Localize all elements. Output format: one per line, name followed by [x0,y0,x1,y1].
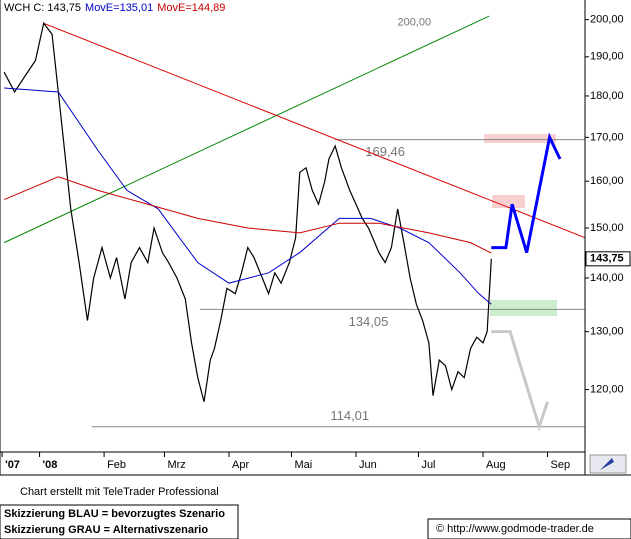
x-tick-label: Feb [107,459,126,471]
y-tick-label: 120,00 [590,384,624,396]
y-tick-label: 140,00 [590,272,624,284]
last-price-box [585,251,631,267]
scenario-line [491,330,549,432]
x-tick-label: '07 [5,459,20,471]
y-tick-label: 130,00 [590,326,624,338]
level-label: 169,46 [365,144,405,159]
tool-icon-glyph [600,458,614,470]
x-tick-label: Mrz [167,459,185,471]
trend-line [43,22,586,239]
support-zone [490,300,557,316]
moving-average [4,87,492,305]
y-tick-label: 150,00 [590,222,624,234]
x-tick-label: Jun [359,459,377,471]
source-box [427,518,631,539]
x-tick-label: Mai [294,459,312,471]
annotation: 200,00 [397,17,431,29]
x-tick-label: Sep [551,459,571,471]
y-tick-label: 160,00 [590,175,624,187]
y-tick-label: 170,00 [590,131,624,143]
x-tick-label: Apr [232,459,249,471]
y-tick-label: 190,00 [590,51,624,63]
header-item: MovE=144,89 [157,2,225,14]
legend-text: Skizzierung GRAU = Alternativszenario [4,524,208,536]
target-zone [484,134,556,143]
x-tick-label: Jul [421,459,435,471]
header-item: MovE=135,01 [85,2,153,14]
x-tick-label: '08 [43,459,58,471]
level-label: 114,01 [330,408,369,423]
source: © http://www.godmode-trader.de [436,523,594,535]
y-tick-label: 200,00 [590,14,624,26]
trend-line [3,15,490,244]
legend-text: Skizzierung BLAU = bevorzugtes Szenario [4,508,225,520]
x-tick-label: Aug [486,459,506,471]
plot-area: 169,46 134,05 114,01 200,00 [3,15,586,432]
y-tick-label: 180,00 [590,90,624,102]
header-item: WCH C: 143,75 [4,2,81,14]
header: WCH C: 143,75 MovE=135,01 MovE=144,89 [4,2,225,14]
scenario-line [491,132,562,253]
moving-average [3,176,492,254]
price-line [3,21,492,402]
last-price-label: 143,75 [590,253,624,265]
legend-box [0,504,239,539]
level-label: 134,05 [349,314,389,329]
target-zone [492,195,525,208]
credit: Chart erstellt mit TeleTrader Profession… [20,486,219,498]
